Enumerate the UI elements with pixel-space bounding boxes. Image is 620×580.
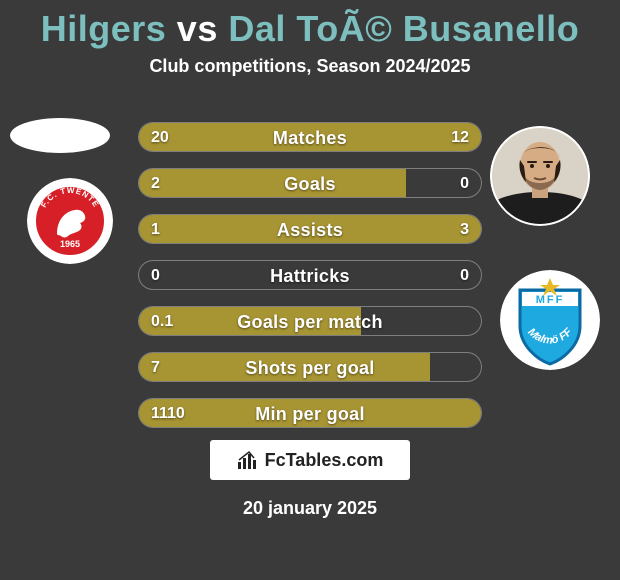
brand-chart-icon bbox=[237, 450, 259, 470]
player-left-avatar bbox=[10, 118, 110, 153]
stat-label: Hattricks bbox=[139, 261, 481, 289]
stat-row: 00Hattricks bbox=[138, 260, 482, 290]
title-player-left: Hilgers bbox=[41, 8, 167, 49]
stat-label: Goals bbox=[139, 169, 481, 197]
twente-crest-svg: F.C. TWENTE 1965 bbox=[27, 178, 113, 264]
stat-label: Shots per goal bbox=[139, 353, 481, 381]
twente-year: 1965 bbox=[60, 239, 80, 249]
stat-label: Min per goal bbox=[139, 399, 481, 427]
stat-row: 7Shots per goal bbox=[138, 352, 482, 382]
brand-badge[interactable]: FcTables.com bbox=[210, 440, 410, 480]
stat-row: 0.1Goals per match bbox=[138, 306, 482, 336]
footer-date: 20 january 2025 bbox=[0, 498, 620, 519]
stat-row: 13Assists bbox=[138, 214, 482, 244]
club-crest-left: F.C. TWENTE 1965 bbox=[27, 178, 113, 264]
page-root: Hilgers vs Dal ToÃ© Busanello Club compe… bbox=[0, 0, 620, 580]
stat-label: Assists bbox=[139, 215, 481, 243]
player-right-avatar bbox=[490, 126, 590, 226]
brand-text: FcTables.com bbox=[265, 450, 384, 471]
malmo-crest-svg: MFF Malmö FF bbox=[500, 270, 600, 370]
malmo-mff: MFF bbox=[536, 294, 565, 306]
stat-label: Matches bbox=[139, 123, 481, 151]
stat-row: 2012Matches bbox=[138, 122, 482, 152]
page-title: Hilgers vs Dal ToÃ© Busanello bbox=[0, 8, 620, 50]
club-crest-right: MFF Malmö FF bbox=[500, 270, 600, 370]
stat-row: 1110Min per goal bbox=[138, 398, 482, 428]
stat-label: Goals per match bbox=[139, 307, 481, 335]
portrait-svg bbox=[490, 126, 590, 226]
title-vs: vs bbox=[177, 8, 218, 49]
subtitle: Club competitions, Season 2024/2025 bbox=[0, 56, 620, 77]
stat-row: 20Goals bbox=[138, 168, 482, 198]
title-player-right: Dal ToÃ© Busanello bbox=[228, 8, 579, 49]
stats-container: 2012Matches 20Goals 13Assists 00Hattricks 0.… bbox=[138, 122, 482, 444]
